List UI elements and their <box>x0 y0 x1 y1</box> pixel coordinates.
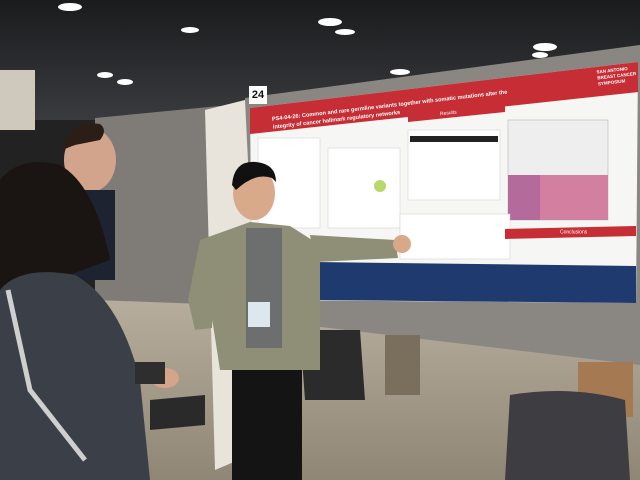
booth-sign <box>249 86 267 104</box>
figure-dot <box>374 180 386 192</box>
hair <box>232 161 276 190</box>
symposium-name: SYMPOSIUM <box>598 78 626 86</box>
light <box>533 43 557 51</box>
symposium-name: SAN ANTONIO <box>596 66 628 75</box>
hair <box>0 162 110 300</box>
trousers <box>232 365 302 480</box>
hand <box>393 235 411 253</box>
heatmap-block <box>540 175 608 220</box>
section-heading: Conclusions <box>560 229 588 235</box>
person-background <box>385 335 420 395</box>
heatmap-block <box>508 175 540 220</box>
shirt <box>246 228 282 348</box>
poster-content: Results Conclusions <box>257 103 636 260</box>
light <box>181 27 199 33</box>
panel <box>399 213 511 260</box>
section-bar <box>505 226 636 239</box>
light <box>335 29 355 35</box>
woman <box>0 162 179 480</box>
chair <box>150 395 205 430</box>
section-heading: Results <box>440 109 458 117</box>
light <box>117 79 133 85</box>
partition <box>95 105 230 305</box>
phone <box>135 362 165 384</box>
light <box>390 69 410 75</box>
jacket <box>0 272 150 480</box>
light <box>532 52 548 58</box>
section-bar <box>408 103 505 122</box>
arm <box>188 240 215 330</box>
chair <box>505 391 630 480</box>
panel <box>327 147 401 229</box>
figure-bar <box>410 136 498 142</box>
light <box>58 3 82 11</box>
poster-banner <box>250 62 638 134</box>
ceiling-lights <box>58 3 557 85</box>
arm <box>310 235 398 262</box>
poster-footer <box>315 262 636 303</box>
column <box>0 70 35 130</box>
badge <box>248 302 270 327</box>
hair <box>62 123 104 150</box>
booth-number: 24 <box>252 89 265 101</box>
presenter <box>188 161 411 480</box>
bag-strap <box>5 289 87 462</box>
light <box>97 72 113 78</box>
light <box>318 18 342 26</box>
symposium-name: BREAST CANCER <box>597 71 637 81</box>
